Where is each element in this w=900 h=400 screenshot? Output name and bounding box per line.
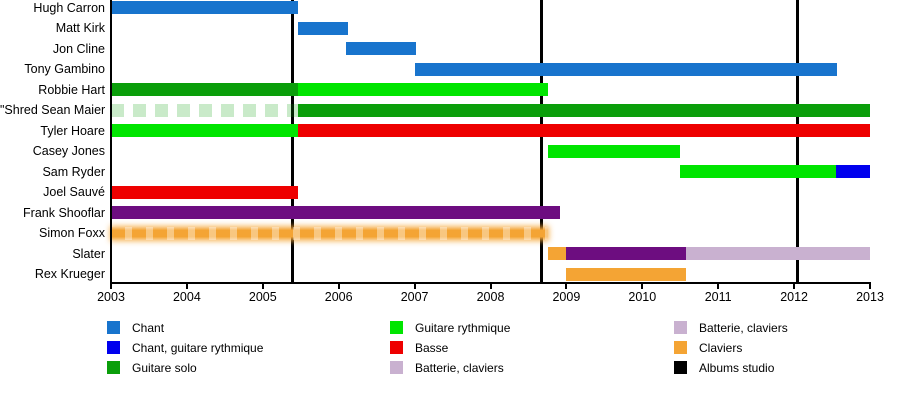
timeline-bar — [686, 247, 870, 260]
x-axis-tick — [793, 284, 796, 289]
x-axis-year-label: 2009 — [552, 290, 581, 304]
legend-label: Albums studio — [699, 361, 775, 375]
member-name: Slater — [72, 246, 105, 261]
member-name: Tony Gambino — [24, 62, 105, 76]
member-name: Robbie Hart — [38, 82, 105, 97]
timeline-bar — [566, 267, 687, 281]
legend-color-swatch — [390, 341, 403, 354]
x-axis-year-label: 2004 — [172, 290, 201, 304]
timeline-bar — [414, 62, 838, 76]
x-axis-tick — [110, 284, 112, 289]
legend-color-swatch — [390, 321, 403, 334]
timeline-bar — [111, 1, 299, 14]
timeline-bar — [346, 42, 417, 55]
timeline-bar — [111, 185, 299, 199]
x-axis-tick — [717, 284, 720, 289]
x-axis-year-label: 2005 — [248, 290, 277, 304]
legend-color-swatch — [107, 361, 120, 374]
timeline-bar — [835, 165, 870, 178]
legend-label: Batterie, claviers — [699, 321, 788, 335]
legend-color-swatch — [674, 341, 687, 354]
x-axis-tick — [489, 284, 492, 289]
member-name: Simon Foxx — [39, 226, 105, 240]
album-studio-line — [539, 0, 543, 284]
member-name: Frank Shooflar — [23, 205, 105, 220]
legend-color-swatch — [674, 361, 687, 374]
timeline-bar — [111, 206, 561, 219]
timeline-bar — [298, 124, 870, 137]
legend-color-swatch — [107, 341, 120, 354]
x-axis-tick — [337, 284, 340, 289]
x-axis-tick — [261, 284, 264, 289]
timeline-bar — [680, 165, 836, 178]
x-axis-tick — [413, 284, 416, 289]
x-axis-year-label: 2010 — [628, 290, 657, 304]
timeline-chart: Hugh Carron Matt Kirk Jon Cline Tony Gambin… — [0, 0, 884, 304]
member-name: Matt Kirk — [55, 21, 105, 35]
timeline-bar — [548, 247, 567, 260]
timeline-bar — [298, 103, 870, 117]
x-axis-year-label: 2012 — [780, 290, 808, 304]
x-axis-year-label: 2003 — [97, 290, 125, 304]
legend-color-swatch — [107, 321, 120, 334]
album-studio-line — [290, 0, 294, 284]
x-axis-year-label: 2006 — [324, 290, 353, 304]
member-name: Sam Ryder — [42, 164, 105, 179]
legend-color-swatch — [390, 361, 403, 374]
timeline-bar — [111, 124, 299, 137]
legend-label: Basse — [415, 341, 449, 355]
x-axis-tick — [869, 284, 871, 289]
member-name: Tyler Hoare — [40, 123, 105, 138]
member-name: Rex Krueger — [34, 267, 105, 281]
y-axis-line — [110, 0, 112, 284]
album-studio-line — [795, 0, 799, 284]
x-axis-tick — [641, 284, 644, 289]
legend-color-swatch — [674, 321, 687, 334]
timeline-bar — [298, 21, 348, 35]
member-name: "Shred Sean Maier — [0, 103, 106, 117]
legend-label: Chant, guitare rythmique — [132, 341, 264, 355]
timeline-bar — [111, 103, 299, 117]
legend-label: Chant — [132, 321, 165, 335]
timeline-bar — [566, 247, 687, 260]
x-axis-tick — [185, 284, 188, 289]
timeline-bar — [111, 83, 299, 96]
x-axis-year-label: 2008 — [476, 290, 505, 304]
timeline-bar — [548, 144, 681, 158]
legend-label: Batterie, claviers — [415, 361, 504, 375]
x-axis-year-label: 2007 — [400, 290, 429, 304]
legend-label: Guitare solo — [132, 361, 197, 375]
member-name: Hugh Carron — [33, 0, 105, 15]
x-axis-year-label: 2013 — [856, 290, 884, 304]
timeline-bar — [111, 226, 549, 240]
legend-label: Guitare rythmique — [415, 321, 511, 335]
legend-label: Claviers — [699, 341, 743, 355]
timeline-bar — [298, 83, 549, 96]
x-axis-year-label: 2011 — [704, 290, 732, 304]
member-name: Casey Jones — [32, 144, 105, 158]
x-axis-tick — [565, 284, 568, 289]
member-name: Joel Sauvé — [43, 185, 105, 199]
x-axis-line — [110, 282, 871, 284]
member-name: Jon Cline — [52, 41, 105, 56]
